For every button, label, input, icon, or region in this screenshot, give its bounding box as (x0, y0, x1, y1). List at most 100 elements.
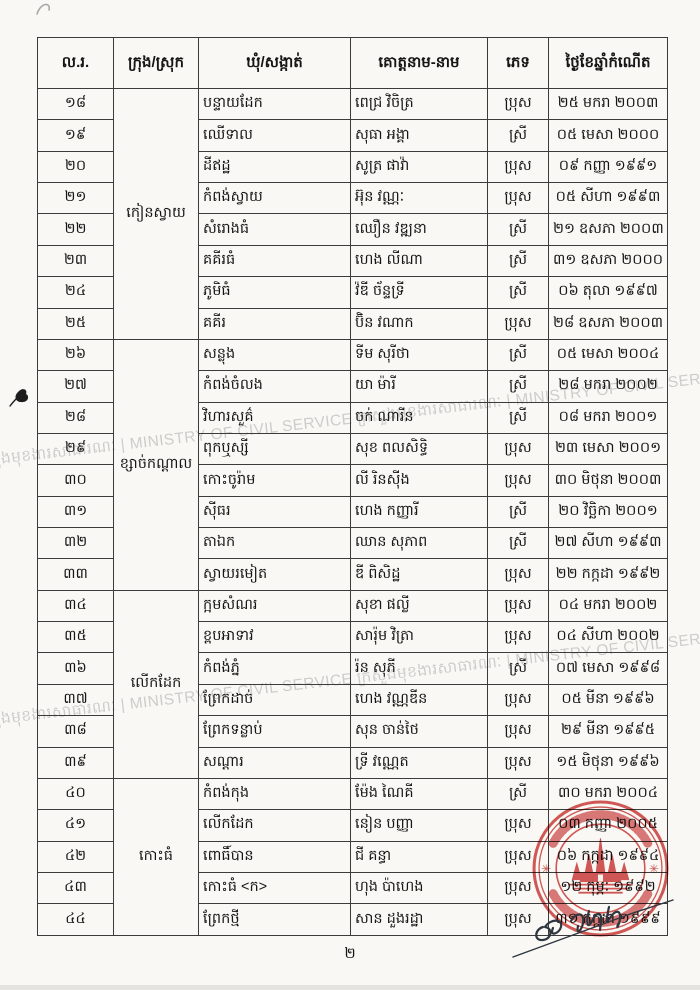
cell-gender: ស្រី (487, 495, 549, 529)
cell-gender: ស្រី (487, 777, 549, 811)
cell-row-number: ២៥ (37, 307, 114, 340)
cell-commune: ពោធិ៍បាន (198, 840, 351, 873)
cell-name: យា ម៉ារី (350, 370, 488, 403)
cell-name: រ៉ន សុភី (350, 652, 488, 685)
cell-row-number: ២៣ (37, 244, 114, 278)
cell-name: សាន ដួងរដ្ឋា (350, 903, 488, 936)
civil-servant-roster-table: ល.រ. ក្រុង/ស្រុក ឃុំ/សង្កាត់ គោត្តនាម-នា… (37, 37, 668, 937)
cell-row-number: ៣២ (37, 527, 114, 560)
table-row: ៤០ កោះធំ កំពង់កុង ម៉ែង ណៃគី ស្រី ៣០ មករា ២០០៤ (37, 777, 668, 937)
scan-edge-artifact (0, 985, 700, 990)
cell-district: កៀនស្វាយ (113, 88, 199, 340)
cell-commune: គគីរធំ (198, 244, 351, 278)
cell-gender: ប្រុស (487, 683, 549, 717)
cell-dob: ០៦ តុលា ១៩៩៧ (548, 276, 668, 309)
cell-dob: ៣០ មិថុនា ២០០៣ (548, 464, 668, 497)
cell-name: ហេង វណ្ណឌីន (350, 683, 488, 717)
table-row: ២១ កំពង់ស្វាយ អ៊ុន វណ្ណៈ ប្រុស ០៥ សីហា ១៩៩៣ (37, 182, 668, 215)
cell-commune: ពុកឬស្សី (198, 432, 351, 466)
cell-row-number: ៣១ (37, 495, 114, 529)
cell-gender: ប្រុស (487, 871, 549, 905)
cell-dob: ០៥ មេសា ២០០៤ (548, 338, 668, 372)
cell-dob: ២៣ មេសា ២០០១ (548, 432, 668, 466)
table-row: ៣៣ ស្វាយរមៀត ឌី ពិសិដ្ឋ ប្រុស ២២ កក្កដា ១៩៩២ (37, 558, 668, 591)
cell-row-number: ៣៣ (37, 558, 114, 591)
cell-gender: ស្រី (487, 213, 549, 246)
cell-commune: ព្រែកថ្មី (198, 903, 351, 936)
table-row: ៣២ តាឯក ឈាន សុភាព ស្រី ២៧ សីហា ១៩៩៣ (37, 527, 668, 560)
cell-name: សូត្រ ផាវ៉ា (350, 150, 488, 184)
table-row: ២២ សំរោងធំ ឈឿន វឌ្ឍនា ស្រី ២១ ឧសភា ២០០៣ (37, 213, 668, 246)
table-row: ២៤ ភូមិធំ វ៉ឌី ច័ន្ទទ្រី ស្រី ០៦ តុលា ១៩៩៧ (37, 276, 668, 309)
cell-commune: កោះចូរ៉ាម (198, 464, 351, 497)
cell-gender: ស្រី (487, 652, 549, 685)
header-district: ក្រុង/ស្រុក (113, 37, 199, 89)
cell-dob: ០៤ សីហា ២០០២ (548, 621, 668, 654)
cell-commune: កំពង់កុង (198, 777, 351, 811)
cell-commune: ខ្ពបអាទាវ (198, 621, 351, 654)
cell-dob: ២០ វិច្ឆិកា ២០០១ (548, 495, 668, 529)
cell-commune: លើកដែក (198, 809, 351, 842)
cell-commune: ភូមិធំ (198, 276, 351, 309)
table-row: ២៩ ពុកឬស្សី សុខ ពលសិទ្ធិ ប្រុស ២៣ មេសា ២០០១ (37, 432, 668, 466)
cell-name: ទ្រី វណ្ណេត (350, 746, 488, 779)
cell-row-number: ៣៨ (37, 715, 114, 748)
cell-name: ម៉ែង ណៃគី (350, 777, 488, 811)
cell-gender: ប្រុស (487, 558, 549, 591)
cell-name: ចក់ ណារីន (350, 401, 488, 434)
cell-dob: ៣០ មករា ២០០៤ (548, 777, 668, 811)
cell-commune: សន្លុង (198, 338, 351, 372)
cell-gender: ប្រុស (487, 87, 549, 121)
header-number: ល.រ. (37, 37, 114, 89)
page-number: ២ (344, 945, 356, 962)
cell-name: ហុង ប៉ាហេង (350, 871, 488, 905)
cell-commune: គគីរ (198, 307, 351, 340)
cell-gender: ស្រី (487, 338, 549, 372)
cell-name: ហេង លីណា (350, 244, 488, 278)
ink-blot-artifact (8, 386, 32, 410)
table-row: ៣០ កោះចូរ៉ាម លី រិនស៊ីង ប្រុស ៣០ មិថុនា ២០០៣ (37, 464, 668, 497)
cell-name: សារ៉ុម វិត្រា (350, 621, 488, 654)
cell-name: ប៊ិន វណាក (350, 307, 488, 340)
cell-commune: សំរោងធំ (198, 213, 351, 246)
cell-row-number: ៤១ (37, 809, 114, 842)
cell-row-number: ៤២ (37, 840, 114, 873)
table-row: ៣៥ ខ្ពបអាទាវ សារ៉ុម វិត្រា ប្រុស ០៤ សីហា ២០០… (37, 621, 668, 654)
cell-commune: បន្ទាយដែក (198, 87, 351, 121)
cell-row-number: ១៩ (37, 119, 114, 152)
cell-gender: ស្រី (487, 370, 549, 403)
cell-name: ជី គន្ធា (350, 840, 488, 873)
cell-row-number: ២៦ (37, 338, 114, 372)
cell-dob: ២៨ មករា ២០០២ (548, 370, 668, 403)
cell-commune: ស្វាយរមៀត (198, 558, 351, 591)
cell-dob: ២២ កក្កដា ១៩៩២ (548, 558, 668, 591)
cell-name: ទីម សុរីថា (350, 338, 488, 372)
cell-gender: ប្រុស (487, 840, 549, 873)
cell-gender: ប្រុស (487, 809, 549, 842)
cell-name: អ៊ុន វណ្ណៈ (350, 182, 488, 215)
cell-dob: ២១ ឧសភា ២០០៣ (548, 213, 668, 246)
cell-district: ខ្សាច់កណ្ដាល (113, 338, 199, 591)
cell-name: ឌី ពិសិដ្ឋ (350, 558, 488, 591)
table-row: ៣១ ស៊ីធរ ហេង កញ្ញារី ស្រី ២០ វិច្ឆិកា ២០០១ (37, 495, 668, 529)
cell-commune: វិហារសួគ៌ (198, 401, 351, 434)
cell-commune: ព្រែកទន្លាប់ (198, 715, 351, 748)
cell-dob: ០៧ មេសា ១៩៩៨ (548, 652, 668, 685)
cell-row-number: ២០ (37, 150, 114, 184)
cell-dob: ៣១ ឧសភា ២០០០ (548, 244, 668, 278)
table-row: ២៦ ខ្សាច់កណ្ដាល សន្លុង ទីម សុរីថា ស្រី ០៥ មេស… (37, 338, 668, 591)
table-row: ៣៧ ព្រែកដាច់ ហេង វណ្ណឌីន ប្រុស ០៥ មីនា ១៩៩៦ (37, 683, 668, 717)
table-row: ៣៨ ព្រែកទន្លាប់ សុន ចាន់ថៃ ប្រុស ២៩ មីនា ១៩៩… (37, 715, 668, 748)
cell-commune: សណ្ដារ (198, 746, 351, 779)
cell-commune: តាឯក (198, 527, 351, 560)
cell-commune: ស៊ីធរ (198, 495, 351, 529)
cell-row-number: ២២ (37, 213, 114, 246)
scan-artifact (34, 0, 60, 18)
cell-gender: ប្រុស (487, 150, 549, 184)
cell-dob: ០៩ កញ្ញា ១៩៩១ (548, 150, 668, 184)
cell-dob: ២៧ សីហា ១៩៩៣ (548, 527, 668, 560)
cell-district: លើកដែក (113, 589, 199, 779)
cell-gender: ប្រុស (487, 182, 549, 215)
cell-gender: ប្រុស (487, 432, 549, 466)
cell-commune: ឈើទាល (198, 119, 351, 152)
